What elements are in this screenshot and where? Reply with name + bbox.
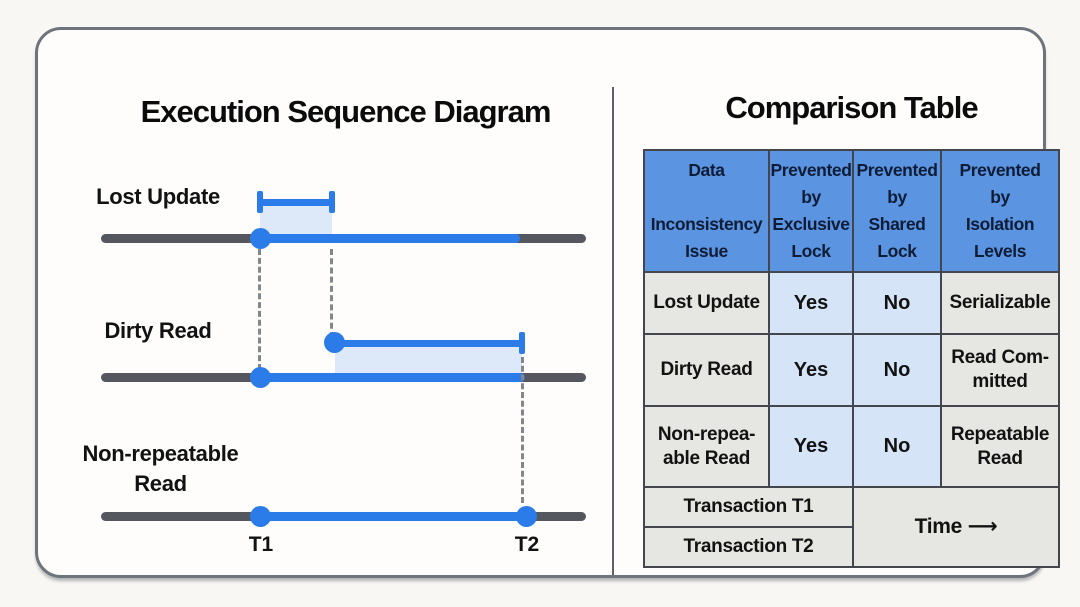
comparison-table: Data Inconsistency Issue Prevented by Ex… [643,149,1060,568]
event-dot-second-start [324,332,345,353]
read-interval-shade [335,347,522,373]
lock-range-bar [259,199,335,206]
lock-interval-shade [260,206,332,235]
main-card: Execution Sequence Diagram Comparison Ta… [35,27,1060,578]
time-marker-t1: T1 [248,533,274,556]
right-panel-title: Comparison Table [725,90,978,125]
table-header-issue: Data Inconsistency Issue [645,151,768,271]
legend-transaction-t2: Transaction T2 [645,528,852,566]
dashed-guide-t2 [521,357,524,503]
table-header-exclusive-lock: Prevented by Exclusive Lock [770,151,852,271]
transaction-active-segment [256,373,525,382]
dashed-guide-mid [330,249,333,338]
table-cell-isolation: Read Com- mitted [942,335,1058,405]
legend-transaction-t1: Transaction T1 [645,488,852,526]
table-cell-shared: No [854,407,940,486]
timeline-label-lost-update: Lost Update [96,184,220,209]
table-header-isolation-levels: Prevented by Isolation Levels [942,151,1058,271]
table-header-shared-lock: Prevented by Shared Lock [854,151,940,271]
table-cell-isolation: Repeatable Read [942,407,1058,486]
table-cell-exclusive: Yes [770,335,852,405]
lock-range-cap-right [329,191,335,213]
lock-range-cap-left [257,191,263,213]
panel-divider [612,87,614,575]
table-cell-exclusive: Yes [770,273,852,333]
event-dot-t2 [516,506,537,527]
event-dot-t1 [250,228,271,249]
table-cell-isolation: Serializable [942,273,1058,333]
event-dot-t1 [250,367,271,388]
event-dot-t1 [250,506,271,527]
timeline-label-dirty-read: Dirty Read [104,318,212,343]
second-transaction-bar [334,340,524,347]
transaction-active-segment [256,234,520,243]
timeline-label-non-repeatable-read: Non-repeatable Read [82,441,239,496]
time-marker-t2: T2 [514,533,540,556]
table-cell-shared: No [854,273,940,333]
transaction-active-segment [256,512,530,521]
legend-time-axis: Time ⟶ [854,488,1058,566]
table-cell-exclusive: Yes [770,407,852,486]
table-cell-issue: Dirty Read [645,335,768,405]
dashed-guide-t1 [258,249,261,370]
table-cell-shared: No [854,335,940,405]
left-panel-title: Execution Sequence Diagram [140,94,552,129]
second-transaction-cap [519,332,525,354]
table-cell-issue: Non-repea- able Read [645,407,768,486]
table-cell-issue: Lost Update [645,273,768,333]
